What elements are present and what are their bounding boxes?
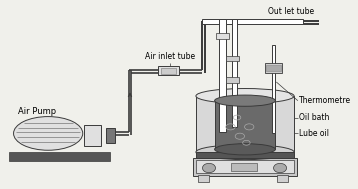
Text: Out let tube: Out let tube [268, 7, 314, 15]
Text: Lube oil: Lube oil [299, 129, 329, 138]
Text: Air inlet tube: Air inlet tube [145, 52, 195, 61]
Bar [231, 163, 257, 171]
Ellipse shape [203, 163, 216, 173]
Ellipse shape [274, 163, 287, 173]
Text: Thermometre: Thermometre [299, 96, 351, 105]
Bar [196, 152, 294, 158]
Text: Oil bath: Oil bath [299, 113, 329, 122]
Bar [84, 125, 101, 146]
Bar [9, 152, 110, 160]
Bar [193, 158, 297, 176]
Bar [265, 63, 282, 73]
Bar [277, 175, 289, 182]
Ellipse shape [214, 144, 275, 155]
Bar [272, 45, 275, 133]
Bar [196, 160, 294, 173]
Bar [226, 56, 239, 61]
Bar [232, 19, 237, 127]
Bar [196, 96, 294, 152]
Bar [214, 101, 275, 149]
Bar [219, 19, 226, 132]
Bar [266, 65, 281, 71]
Bar [203, 19, 303, 24]
Bar [106, 128, 116, 143]
Ellipse shape [214, 95, 275, 106]
Ellipse shape [196, 145, 294, 160]
Ellipse shape [196, 88, 294, 104]
Bar [161, 68, 176, 74]
Bar [198, 175, 209, 182]
Bar [217, 33, 229, 39]
Text: Air Pump: Air Pump [18, 107, 56, 116]
Bar [226, 77, 239, 83]
Bar [159, 66, 179, 75]
Ellipse shape [14, 117, 83, 150]
